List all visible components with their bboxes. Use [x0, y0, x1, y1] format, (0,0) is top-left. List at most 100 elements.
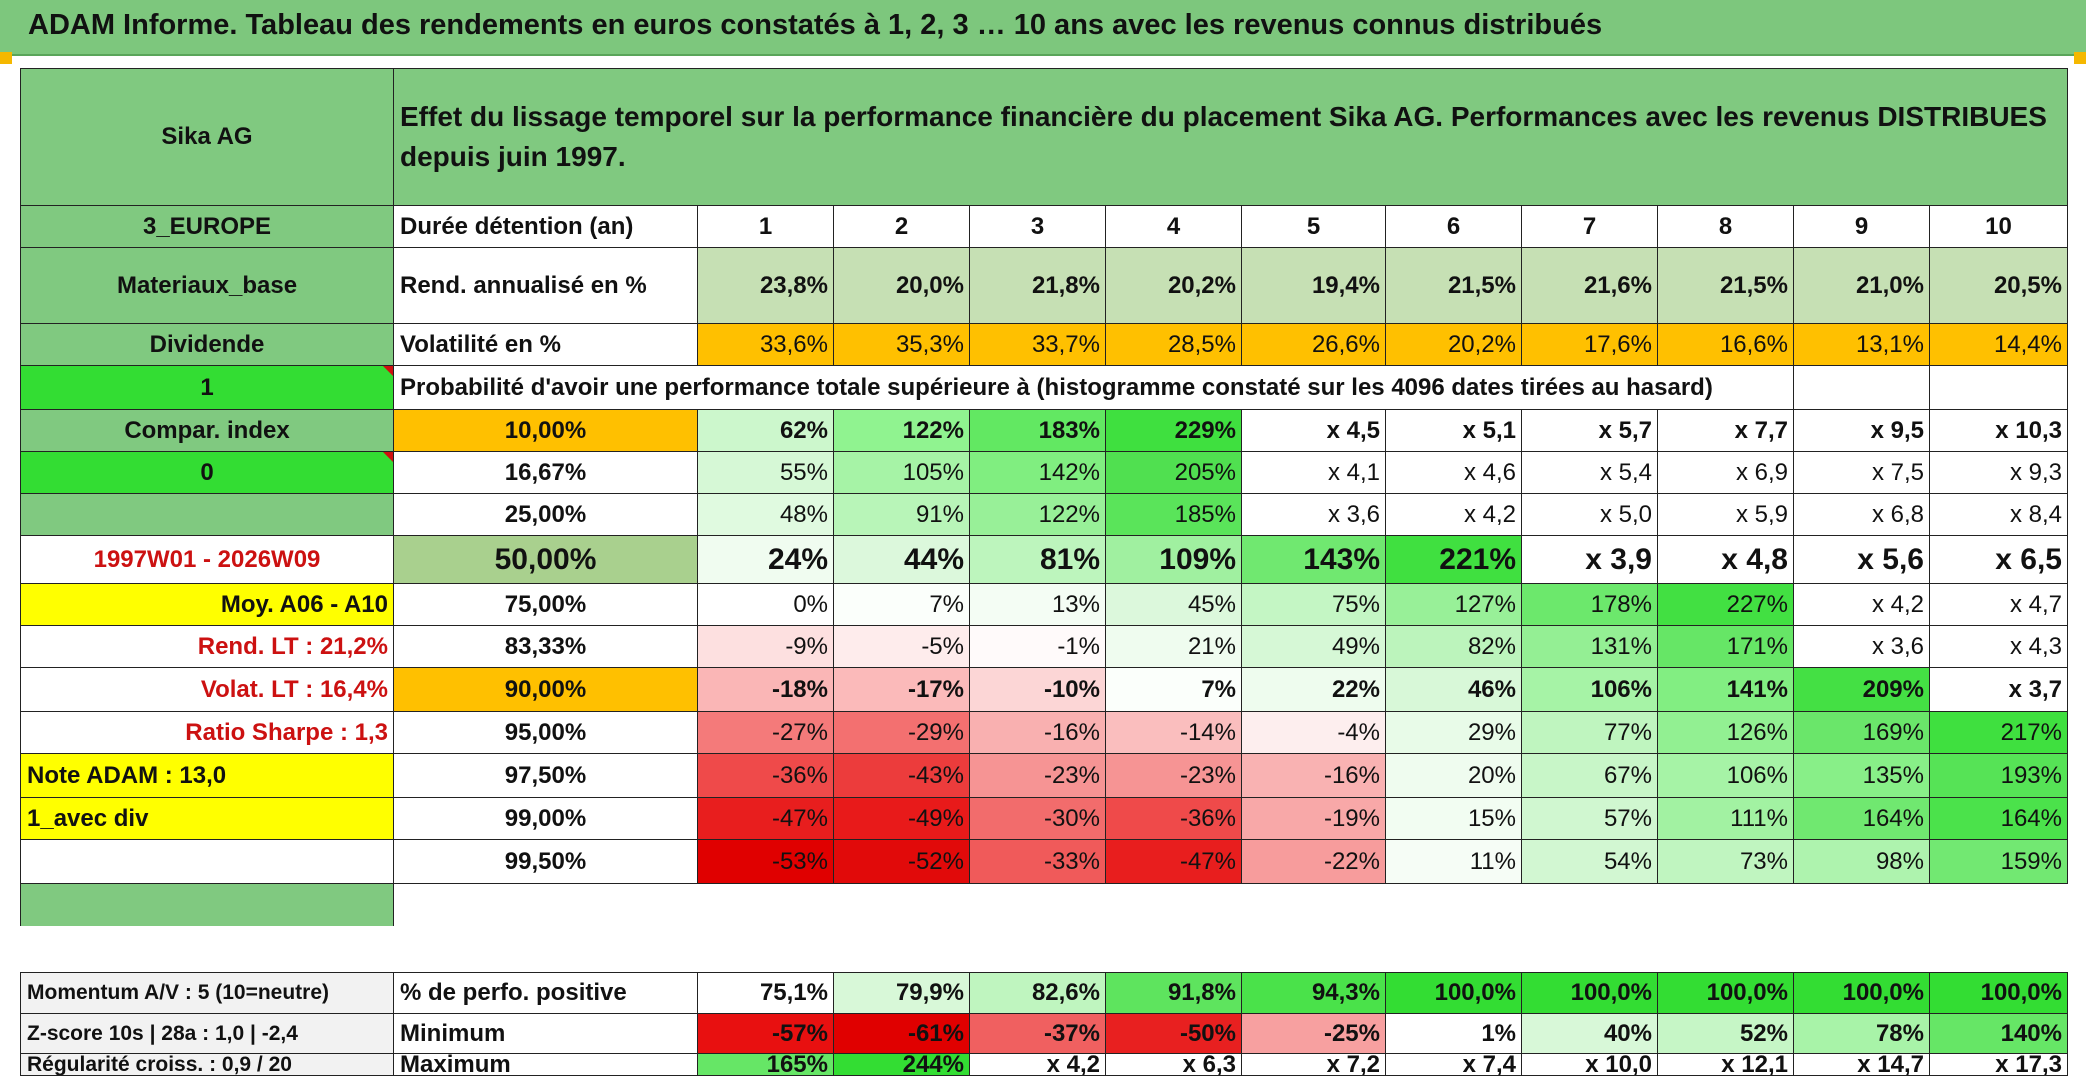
rend-value: 21,0% [1794, 248, 1930, 324]
distribution-cell-text: 135% [1862, 761, 1924, 789]
distribution-cell-text: 24% [767, 542, 828, 576]
positive-perf-label: % de perfo. positive [394, 972, 698, 1014]
distribution-cell: -1% [970, 626, 1106, 668]
distribution-cell-text: 183% [1038, 416, 1100, 444]
distribution-cell-text: -27% [771, 718, 828, 746]
distribution-cell-text: 21% [1187, 632, 1236, 660]
maximum-value-text: x 7,2 [1326, 1054, 1380, 1076]
distribution-cell: x 4,2 [1794, 584, 1930, 626]
distribution-cell-text: -30% [1043, 804, 1100, 832]
year-header-text: 5 [1306, 212, 1321, 240]
distribution-cell: 20% [1386, 754, 1522, 798]
distribution-cell: x 7,7 [1658, 410, 1794, 452]
rend-value-text: 21,0% [1855, 271, 1924, 299]
distribution-cell-text: x 4,8 [1721, 542, 1788, 576]
distribution-cell-text: x 4,1 [1327, 458, 1380, 486]
distribution-cell: -53% [698, 840, 834, 884]
volatility-value-text: 33,6% [759, 330, 828, 358]
note-label-text: Note ADAM : 13,0 [27, 761, 227, 789]
year-header: 3 [970, 206, 1106, 248]
maximum-value-text: x 6,3 [1182, 1054, 1236, 1076]
distribution-cell: 142% [970, 452, 1106, 494]
distribution-cell: 57% [1522, 798, 1658, 840]
distribution-cell-text: x 5,1 [1462, 416, 1516, 444]
distribution-cell: -22% [1242, 840, 1386, 884]
sharpe-label: Ratio Sharpe : 1,3 [20, 712, 394, 754]
positive-perf-value-text: 100,0% [1570, 979, 1652, 1006]
maximum-side-label: Régularité croiss. : 0,9 / 20 [20, 1054, 394, 1076]
distribution-cell: -49% [834, 798, 970, 840]
maximum-value: x 17,3 [1930, 1054, 2068, 1076]
distribution-cell: x 9,3 [1930, 452, 2068, 494]
distribution-cell: 164% [1794, 798, 1930, 840]
distribution-cell-text: x 5,9 [1735, 500, 1788, 528]
distribution-cell: -47% [1106, 840, 1242, 884]
distribution-cell: 67% [1522, 754, 1658, 798]
distribution-cell: 217% [1930, 712, 2068, 754]
percentile-label-text: 83,33% [504, 632, 587, 660]
distribution-cell-text: -19% [1323, 804, 1380, 832]
minimum-value-text: -57% [771, 1019, 828, 1047]
report-title: ADAM Informe. Tableau des rendements en … [28, 9, 1603, 41]
distribution-cell-text: -29% [907, 718, 964, 746]
distribution-cell-text: 54% [1603, 847, 1652, 875]
distribution-cell-text: x 4,3 [2009, 632, 2062, 660]
distribution-cell: 21% [1106, 626, 1242, 668]
distribution-cell: x 4,7 [1930, 584, 2068, 626]
volatility-value-text: 14,4% [1993, 330, 2062, 358]
percentile-label-text: 25,00% [504, 500, 587, 528]
distribution-cell: -18% [698, 668, 834, 712]
percentile-label: 90,00% [394, 668, 698, 712]
distribution-cell: 106% [1522, 668, 1658, 712]
minimum-value-text: 78% [1875, 1019, 1924, 1047]
minimum-value-text: -50% [1179, 1019, 1236, 1047]
corner-marker [2074, 52, 2086, 64]
distribution-cell: 105% [834, 452, 970, 494]
percentile-label: 50,00% [394, 536, 698, 584]
distribution-cell: 209% [1794, 668, 1930, 712]
volatility-value: 28,5% [1106, 324, 1242, 366]
distribution-cell: 229% [1106, 410, 1242, 452]
distribution-cell-text: 22% [1331, 675, 1380, 703]
div-mode-label-text: 1_avec div [27, 804, 149, 832]
distribution-cell-text: 48% [779, 500, 828, 528]
distribution-cell-text: x 5,0 [1599, 500, 1652, 528]
empty-cell [1930, 366, 2068, 410]
distribution-cell: x 3,9 [1522, 536, 1658, 584]
minimum-value-text: -37% [1043, 1019, 1100, 1047]
distribution-cell: -9% [698, 626, 834, 668]
maximum-value: x 12,1 [1658, 1054, 1794, 1076]
distribution-cell: 7% [834, 584, 970, 626]
volatility-value-text: 26,6% [1311, 330, 1380, 358]
positive-perf-side-label: Momentum A/V : 5 (10=neutre) [20, 972, 394, 1014]
empty-cell [20, 840, 394, 884]
distribution-cell: 111% [1658, 798, 1794, 840]
distribution-cell-text: x 3,7 [2008, 675, 2062, 703]
distribution-cell: 48% [698, 494, 834, 536]
minimum-side-label-text: Z-score 10s | 28a : 1,0 | -2,4 [27, 1021, 298, 1045]
distribution-cell-text: -43% [907, 761, 964, 789]
distribution-cell: 49% [1242, 626, 1386, 668]
rend-value: 19,4% [1242, 248, 1386, 324]
percentile-label-text: 10,00% [504, 416, 587, 444]
compar-index-label-text: Compar. index [124, 416, 290, 444]
distribution-cell-text: -14% [1179, 718, 1236, 746]
distribution-cell: x 6,9 [1658, 452, 1794, 494]
distribution-cell: 122% [834, 410, 970, 452]
distribution-cell: -30% [970, 798, 1106, 840]
minimum-value: 78% [1794, 1014, 1930, 1054]
rend-value: 21,5% [1658, 248, 1794, 324]
rend-value: 21,5% [1386, 248, 1522, 324]
distribution-cell-text: -4% [1337, 718, 1380, 746]
empty-cell [20, 494, 394, 536]
rend-value: 23,8% [698, 248, 834, 324]
maximum-label-text: Maximum [400, 1054, 511, 1076]
distribution-cell: -16% [1242, 754, 1386, 798]
distribution-cell-text: 164% [1862, 804, 1924, 832]
distribution-cell: x 4,8 [1658, 536, 1794, 584]
rend-label: Rend. annualisé en % [394, 248, 698, 324]
positive-perf-value: 75,1% [698, 972, 834, 1014]
positive-perf-value: 94,3% [1242, 972, 1386, 1014]
distribution-cell-text: x 4,2 [1871, 590, 1924, 618]
corner-marker [0, 52, 12, 64]
